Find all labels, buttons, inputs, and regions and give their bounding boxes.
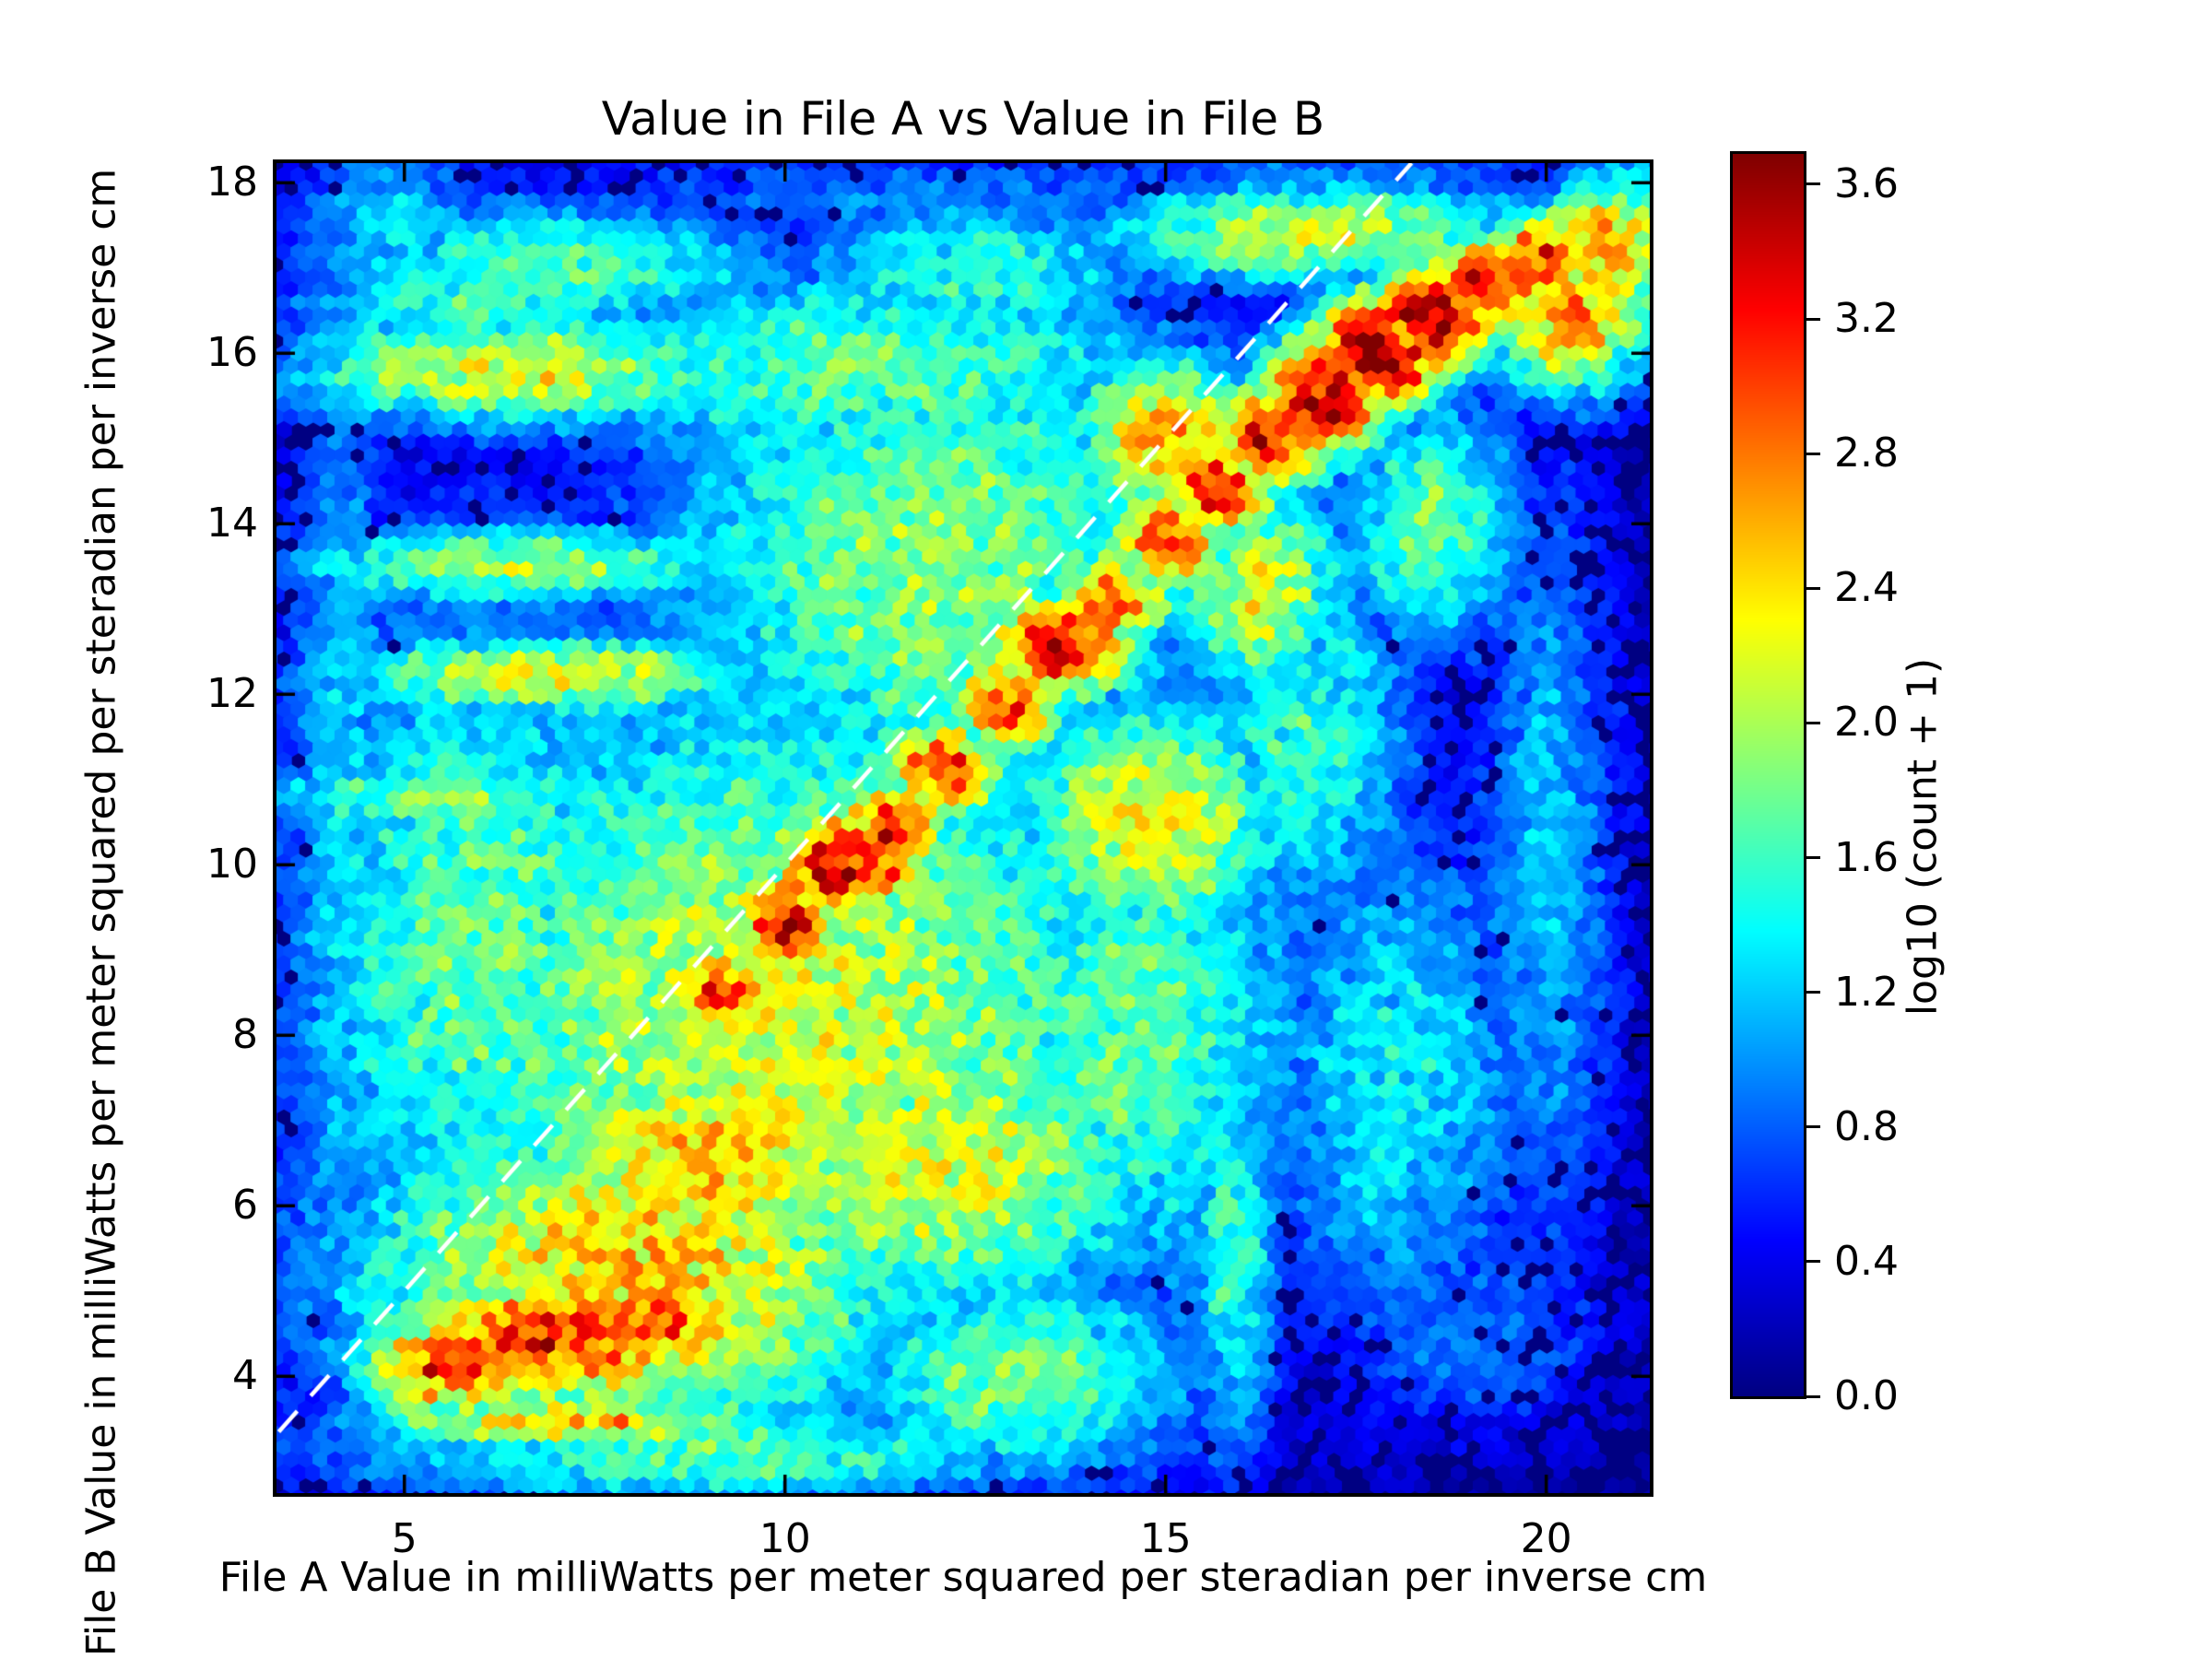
colorbar-label: log10 (count + 1) — [1899, 657, 1947, 1017]
colorbar-tick-label: 0.0 — [1834, 1372, 1899, 1419]
hexbin-plot-canvas — [276, 163, 1650, 1493]
y-tick-label: 14 — [206, 500, 258, 547]
x-tick-label: 20 — [1520, 1515, 1572, 1562]
colorbar-tick-mark — [1804, 317, 1820, 321]
colorbar-tick-label: 0.4 — [1834, 1237, 1899, 1285]
y-tick-label: 8 — [232, 1011, 258, 1059]
y-tick-label: 10 — [206, 841, 258, 888]
colorbar-tick-label: 2.8 — [1834, 429, 1899, 477]
colorbar-tick-label: 1.6 — [1834, 833, 1899, 881]
colorbar-tick-mark — [1804, 452, 1820, 455]
colorbar-tick-mark — [1804, 856, 1820, 859]
colorbar-tick-mark — [1804, 1260, 1820, 1264]
colorbar-tick-label: 2.0 — [1834, 699, 1899, 747]
colorbar-tick-mark — [1804, 991, 1820, 994]
y-tick-label: 18 — [206, 159, 258, 206]
colorbar-tick-mark — [1804, 1394, 1820, 1398]
colorbar-tick-mark — [1804, 586, 1820, 590]
colorbar-gradient-canvas — [1733, 154, 1804, 1396]
y-tick-label: 16 — [206, 329, 258, 377]
colorbar — [1730, 151, 1806, 1399]
plot-area — [273, 159, 1653, 1497]
colorbar-tick-label: 2.4 — [1834, 564, 1899, 612]
y-tick-label: 6 — [232, 1182, 258, 1230]
y-axis-label: File B Value in milliWatts per meter squ… — [77, 168, 125, 1657]
x-tick-label: 10 — [759, 1515, 811, 1562]
x-tick-label: 15 — [1139, 1515, 1192, 1562]
colorbar-tick-mark — [1804, 721, 1820, 724]
x-tick-label: 5 — [391, 1515, 418, 1562]
colorbar-tick-label: 3.2 — [1834, 295, 1899, 342]
colorbar-tick-label: 0.8 — [1834, 1102, 1899, 1150]
y-tick-label: 4 — [232, 1352, 258, 1400]
colorbar-tick-label: 1.2 — [1834, 968, 1899, 1016]
y-tick-label: 12 — [206, 670, 258, 718]
x-axis-label: File A Value in milliWatts per meter squ… — [218, 1554, 1708, 1601]
colorbar-tick-mark — [1804, 1125, 1820, 1129]
chart-title: Value in File A vs Value in File B — [601, 92, 1325, 146]
colorbar-tick-mark — [1804, 182, 1820, 186]
colorbar-tick-label: 3.6 — [1834, 159, 1899, 207]
